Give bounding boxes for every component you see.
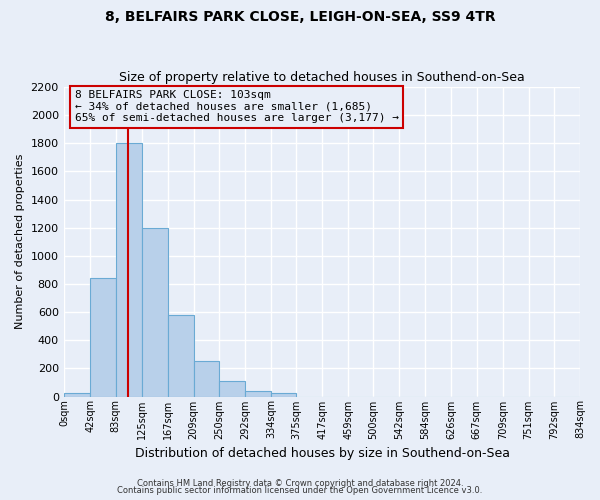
Title: Size of property relative to detached houses in Southend-on-Sea: Size of property relative to detached ho… (119, 72, 525, 85)
Bar (91, 278, 116, 396)
Text: 8, BELFAIRS PARK CLOSE, LEIGH-ON-SEA, SS9 4TR: 8, BELFAIRS PARK CLOSE, LEIGH-ON-SEA, SS… (104, 10, 496, 24)
Bar (245, 391, 271, 396)
Bar (219, 381, 245, 396)
X-axis label: Distribution of detached houses by size in Southend-on-Sea: Distribution of detached houses by size … (134, 447, 509, 460)
Text: Contains HM Land Registry data © Crown copyright and database right 2024.: Contains HM Land Registry data © Crown c… (137, 478, 463, 488)
Bar (64, 393, 91, 396)
Text: Contains public sector information licensed under the Open Government Licence v3: Contains public sector information licen… (118, 486, 482, 495)
Bar (167, 315, 194, 396)
Bar (116, 144, 142, 396)
Bar (271, 393, 296, 396)
Bar (194, 362, 219, 396)
Text: 8 BELFAIRS PARK CLOSE: 103sqm
← 34% of detached houses are smaller (1,685)
65% o: 8 BELFAIRS PARK CLOSE: 103sqm ← 34% of d… (74, 90, 398, 124)
Bar (142, 228, 167, 396)
Y-axis label: Number of detached properties: Number of detached properties (15, 154, 25, 330)
